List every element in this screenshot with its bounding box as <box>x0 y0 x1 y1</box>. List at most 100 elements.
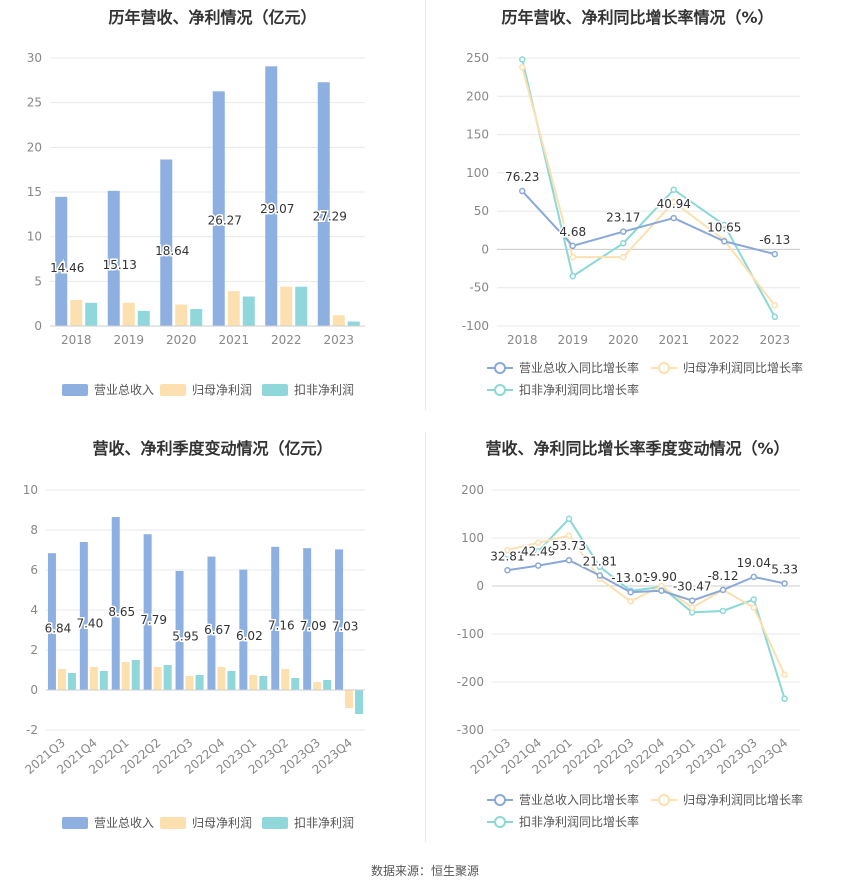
data-point <box>565 532 573 539</box>
y-tick-label: 150 <box>466 128 489 142</box>
legend-swatch <box>62 817 88 829</box>
data-label: 4.68 <box>559 225 586 239</box>
y-tick-label: 0 <box>476 579 484 593</box>
data-point <box>519 187 526 195</box>
data-label: 14.46 <box>50 261 84 275</box>
data-label: 19.04 <box>737 556 771 570</box>
y-tick-label: -100 <box>462 319 489 333</box>
data-point <box>534 548 542 555</box>
data-point <box>565 556 573 564</box>
data-label: 18.64 <box>155 244 189 258</box>
data-point <box>771 313 778 321</box>
data-label: -9.90 <box>646 570 677 584</box>
data-point <box>620 240 627 247</box>
bar-revenue <box>207 556 216 690</box>
data-point <box>750 596 758 603</box>
x-tick-label: 2020 <box>166 333 197 347</box>
bar-revenue <box>265 66 278 327</box>
y-tick-label: -300 <box>457 723 484 737</box>
bar-deducted-profit <box>131 660 140 690</box>
series-line-revenue <box>507 559 785 602</box>
data-point <box>596 572 604 579</box>
bar-net-profit <box>332 315 345 326</box>
panel-quarter-line: 营收、净利同比增长率季度变动情况（%） -300 -200 -100 0 100 200 3… <box>425 431 850 861</box>
data-label: 8.65 <box>108 605 135 619</box>
data-label: 6.67 <box>204 623 231 637</box>
bar-net-profit <box>57 669 66 690</box>
annual-line-chart: -100 -50 0 50 100 150 200 250 76.23 4.68 23.17 40.9… <box>462 51 803 397</box>
data-label: 26.27 <box>208 213 242 227</box>
legend-label: 营业总收入同比增长率 <box>519 360 639 375</box>
bar-net-profit <box>185 676 194 690</box>
data-label: -6.13 <box>759 233 790 247</box>
data-label: 5.95 <box>172 629 199 643</box>
bar-net-profit <box>345 690 354 708</box>
data-point <box>658 587 665 595</box>
bar-deducted-profit <box>295 286 308 326</box>
bar-revenue <box>47 553 56 690</box>
bar-deducted-profit <box>85 302 98 326</box>
chart-title: 营收、净利季度变动情况（亿元） <box>92 439 333 458</box>
data-point <box>771 250 778 258</box>
panel-quarter-bar: 营收、净利季度变动情况（亿元） -2 0 2 4 6 8 10 6.84 7.40 8.65 7.7… <box>0 431 425 861</box>
bar-deducted-profit <box>227 671 236 690</box>
data-point <box>771 302 778 309</box>
source-note: 数据来源：恒生聚源 <box>370 864 479 878</box>
data-point <box>670 186 677 193</box>
x-tick-label: 2018 <box>507 333 538 347</box>
bar-net-profit <box>121 662 130 690</box>
y-tick-label: 2 <box>30 643 38 657</box>
bar-deducted-profit <box>291 678 300 690</box>
legend-label: 扣非净利润 <box>294 816 354 830</box>
y-tick-label: 10 <box>23 483 38 497</box>
bar-revenue <box>160 159 173 326</box>
data-label: 29.07 <box>260 202 294 216</box>
legend-swatch <box>262 817 288 829</box>
y-tick-label: 100 <box>461 531 484 545</box>
data-label: 21.81 <box>583 555 617 569</box>
x-tick-label: 2022 <box>709 333 740 347</box>
x-tick-label: 2021 <box>218 333 249 347</box>
data-label: 40.94 <box>657 197 691 211</box>
bar-revenue <box>111 517 120 690</box>
data-label: 15.13 <box>103 258 137 272</box>
bar-net-profit <box>175 304 188 326</box>
data-label: 76.23 <box>505 170 539 184</box>
data-point <box>781 580 788 587</box>
data-label: 7.09 <box>300 619 327 633</box>
divider <box>425 432 426 842</box>
data-point <box>534 562 542 569</box>
data-label: 23.17 <box>606 211 640 225</box>
y-tick-label: 0 <box>481 242 489 256</box>
y-tick-label: -2 <box>26 723 38 737</box>
legend-label: 扣非净利润同比增长率 <box>519 382 639 397</box>
bar-revenue <box>107 190 120 326</box>
data-point <box>565 515 573 523</box>
bar-deducted-profit <box>259 676 268 690</box>
data-point <box>670 198 677 206</box>
data-label: 53.73 <box>552 539 586 553</box>
data-label: 7.16 <box>268 619 295 633</box>
series-line-deducted-profit <box>521 59 776 318</box>
bar-revenue <box>175 571 184 690</box>
x-tick-label: 2021 <box>658 333 689 347</box>
bar-net-profit <box>249 675 258 690</box>
bar-deducted-profit <box>163 665 172 690</box>
series-line-deducted-profit <box>507 517 786 700</box>
x-tick-label: 2019 <box>557 333 588 347</box>
data-point <box>596 563 604 571</box>
legend-marker <box>658 794 670 806</box>
bar-deducted-profit <box>355 690 364 714</box>
data-point <box>719 607 727 615</box>
data-label: -8.12 <box>707 569 738 583</box>
y-tick-label: 8 <box>30 523 38 537</box>
data-point <box>627 598 634 605</box>
legend-label: 扣非净利润 <box>294 383 354 397</box>
y-tick-label: 15 <box>27 185 42 199</box>
bar-net-profit <box>313 682 322 690</box>
bar-deducted-profit <box>190 309 203 326</box>
data-label: 7.79 <box>140 613 167 627</box>
bar-revenue <box>212 91 225 326</box>
data-label: 32.81 <box>490 549 524 563</box>
